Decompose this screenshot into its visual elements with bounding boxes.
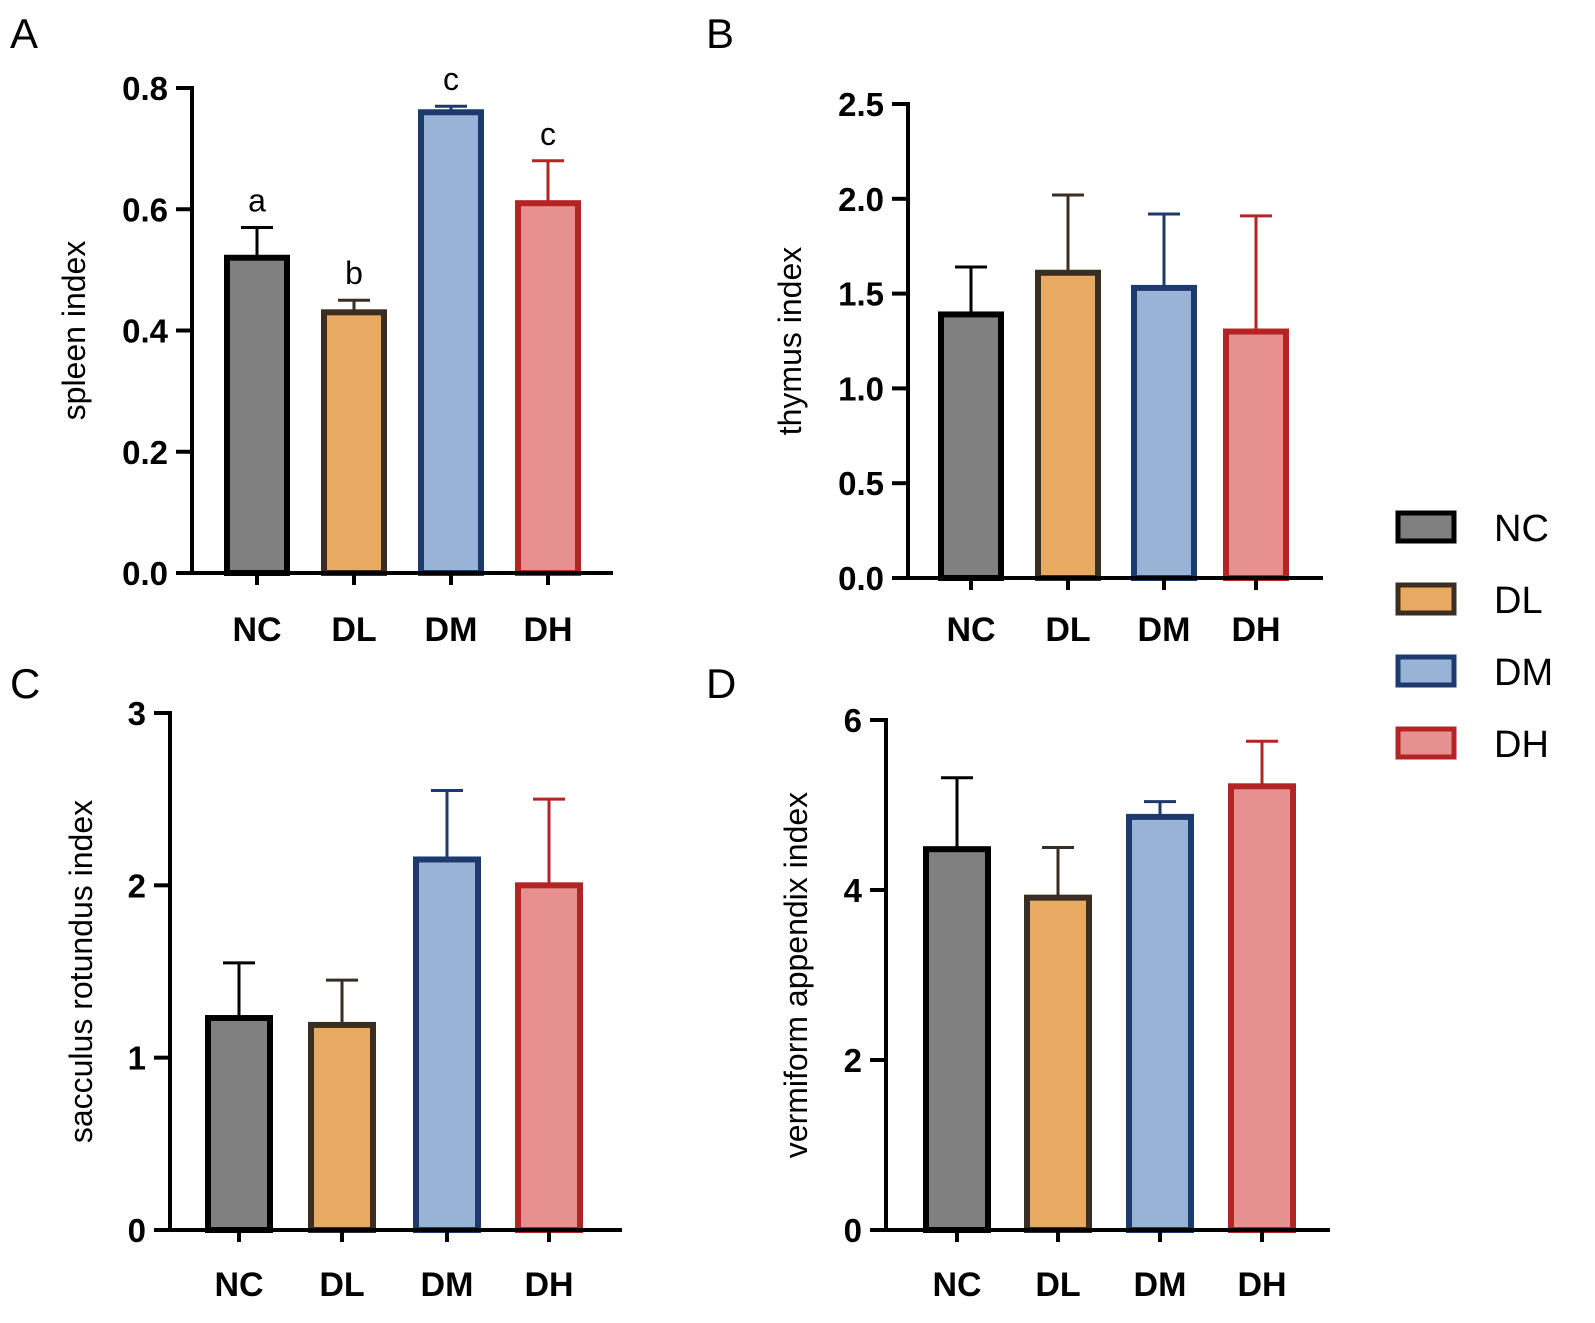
panel-a-letter: A <box>10 10 38 57</box>
panel-a-xlabel-dl: DL <box>331 611 376 649</box>
panel-a-ytick-label: 0.4 <box>122 313 169 350</box>
panel-c-bar-dm <box>413 856 481 1233</box>
panel-a-ytick-label: 0.0 <box>122 555 168 592</box>
panel-d-ytick-label: 4 <box>844 872 863 909</box>
panel-a-ytick-label: 0.8 <box>122 70 168 107</box>
legend-swatch-dl <box>1395 582 1457 616</box>
panel-c-xlabel-dl: DL <box>319 1266 364 1304</box>
legend-swatch-nc <box>1395 510 1457 544</box>
panel-b-letter: B <box>706 10 734 57</box>
panel-d-ytick-label: 0 <box>844 1212 862 1249</box>
panel-a-plot: a NC b DL c DM c DH 0.0 0.2 0.4 0.6 0.8 spleen index <box>56 61 613 649</box>
panel-b-bar-nc <box>938 311 1004 581</box>
panel-c-ytick-label: 0 <box>128 1212 146 1249</box>
panel-a-sig-dl: b <box>345 255 363 291</box>
panel-d-bar-dh <box>1228 783 1296 1233</box>
legend-label-nc: NC <box>1494 508 1549 550</box>
panel-b-ytick-label: 0.5 <box>838 465 884 502</box>
panel-d-ytick-label: 6 <box>844 702 862 739</box>
panel-b-bar-dl <box>1035 269 1101 581</box>
panel-b-plot: NC DL DM DH 0.0 0.5 1.0 1.5 2.0 2.5 thymus index <box>772 86 1323 649</box>
panel-d-xlabel-dm: DM <box>1134 1266 1187 1304</box>
panel-b-xlabel-dm: DM <box>1138 611 1191 649</box>
panel-a-bar-dl <box>321 309 387 576</box>
legend: NC DL DM DH <box>1395 508 1553 766</box>
panel-b-ytick-label: 2.0 <box>838 181 884 218</box>
panel-c-ytick-label: 2 <box>128 867 146 904</box>
panel-a-sig-dh: c <box>540 116 556 152</box>
panel-a-bar-dm <box>418 109 484 576</box>
panel-c-xlabel-dm: DM <box>421 1266 474 1304</box>
panel-c-xlabel-nc: NC <box>214 1266 263 1304</box>
panel-b-ytick-label: 2.5 <box>838 86 884 123</box>
panel-a-ytick-label: 0.2 <box>122 434 168 471</box>
panel-d: D NC DL DM DH 0 2 4 6 vermiform appendix index <box>706 660 1330 1304</box>
panel-a-sig-dm: c <box>443 61 459 97</box>
panel-d-letter: D <box>706 660 736 707</box>
panel-d-xlabel-dh: DH <box>1237 1266 1286 1304</box>
panel-c-bar-dh <box>515 882 583 1233</box>
panel-b-bar-dh <box>1223 328 1289 581</box>
legend-label-dm: DM <box>1494 652 1553 694</box>
legend-label-dh: DH <box>1494 724 1549 766</box>
panel-c-ytick-label: 1 <box>128 1040 146 1077</box>
panel-a-y-axis-title: spleen index <box>56 241 92 421</box>
panel-d-bar-nc <box>923 846 991 1233</box>
panel-a: A a NC b DL c DM c DH 0.0 0.2 0.4 0.6 0.8 spleen inde… <box>10 10 613 649</box>
panel-c-letter: C <box>10 660 40 707</box>
panel-a-xlabel-dh: DH <box>523 611 572 649</box>
panel-c-y-axis-title: sacculus rotundus index <box>63 800 99 1143</box>
panel-b-ytick-label: 1.5 <box>838 276 884 313</box>
panel-d-xlabel-nc: NC <box>932 1266 981 1304</box>
panel-a-ytick-label: 0.6 <box>122 191 168 228</box>
panel-b-xlabel-dl: DL <box>1045 611 1090 649</box>
panel-d-xlabel-dl: DL <box>1035 1266 1080 1304</box>
panel-a-xlabel-nc: NC <box>232 611 281 649</box>
panel-c-xlabel-dh: DH <box>524 1266 573 1304</box>
panel-a-sig-nc: a <box>248 182 266 218</box>
legend-swatch-dh <box>1395 726 1457 760</box>
panel-d-plot: NC DL DM DH 0 2 4 6 vermiform appendix index <box>778 702 1330 1304</box>
panel-c-bar-dl <box>308 1021 376 1233</box>
panel-b-bar-dm <box>1131 284 1197 581</box>
panel-b: B NC DL DM DH 0.0 0.5 1.0 1.5 2.0 2.5 thymus index <box>706 10 1323 649</box>
panel-a-xlabel-dm: DM <box>425 611 478 649</box>
panel-a-bar-nc <box>224 254 290 576</box>
panel-c-bar-nc <box>205 1015 273 1234</box>
panel-c-plot: NC DL DM DH 0 1 2 3 sacculus rotundus index <box>63 695 622 1304</box>
panel-d-bar-dm <box>1126 813 1194 1234</box>
panel-b-xlabel-nc: NC <box>946 611 995 649</box>
panel-d-bar-dl <box>1024 894 1092 1234</box>
panel-b-xlabel-dh: DH <box>1231 611 1280 649</box>
panel-d-y-axis-title: vermiform appendix index <box>778 792 814 1158</box>
legend-swatch-dm <box>1395 654 1457 688</box>
panel-b-ytick-label: 1.0 <box>838 370 884 407</box>
panel-c-ytick-label: 3 <box>128 695 146 732</box>
panel-a-bar-dh <box>515 200 581 576</box>
panel-c: C NC DL DM DH 0 1 2 3 sacculus rotundus index <box>10 660 622 1304</box>
legend-label-dl: DL <box>1494 580 1543 622</box>
panel-b-ytick-label: 0.0 <box>838 560 884 597</box>
panel-d-ytick-label: 2 <box>844 1042 862 1079</box>
panel-b-y-axis-title: thymus index <box>772 247 808 436</box>
